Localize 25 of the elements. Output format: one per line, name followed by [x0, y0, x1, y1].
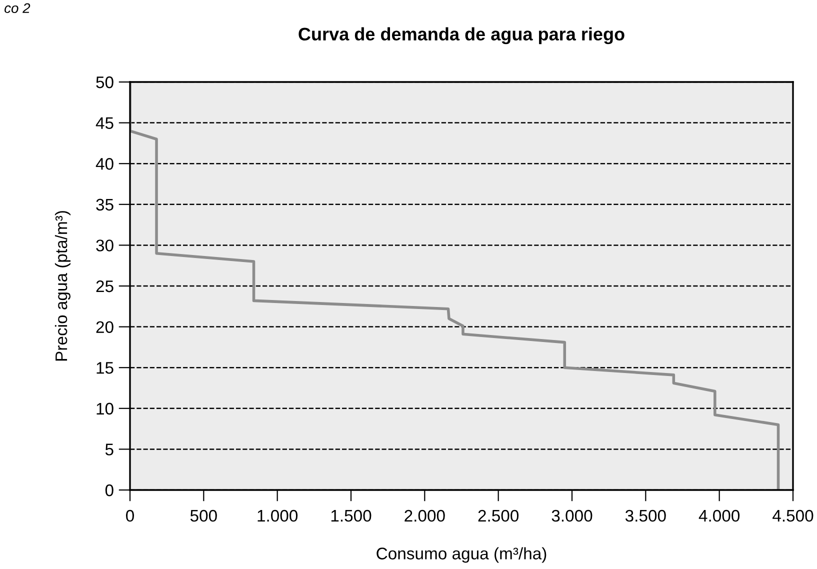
- y-tick-label: 40: [96, 158, 114, 170]
- x-tick-label: 1.500: [331, 510, 372, 522]
- x-tick-label: 500: [190, 510, 217, 522]
- y-tick-label: 5: [105, 444, 114, 456]
- y-axis-title: Precio agua (pta/m³): [54, 211, 70, 361]
- x-tick-label: 3.000: [552, 510, 592, 522]
- y-tick-label: 20: [96, 321, 114, 334]
- y-tick-label: 45: [96, 117, 114, 130]
- chart-title: Curva de demanda de agua para riego: [298, 27, 624, 44]
- x-tick-label: 2.500: [478, 510, 519, 522]
- x-tick-label: 1.000: [258, 510, 298, 522]
- y-tick-label: 30: [96, 240, 114, 252]
- y-tick-label: 0: [105, 484, 114, 496]
- x-tick-label: 4.000: [698, 510, 740, 522]
- y-tick-label: 25: [96, 280, 114, 292]
- x-tick-label: 3.500: [625, 510, 666, 522]
- y-tick-label: 15: [96, 362, 114, 374]
- x-tick-label: 0: [126, 510, 134, 522]
- y-tick-label: 50: [96, 76, 114, 88]
- x-tick-label: 2.000: [404, 510, 445, 522]
- text: co 2: [4, 3, 30, 14]
- x-tick-label: 4.500: [772, 510, 814, 522]
- y-tick-label: 35: [96, 198, 114, 211]
- x-axis-title: Consumo agua (m³/ha): [376, 547, 546, 563]
- y-tick-label: 10: [96, 402, 114, 415]
